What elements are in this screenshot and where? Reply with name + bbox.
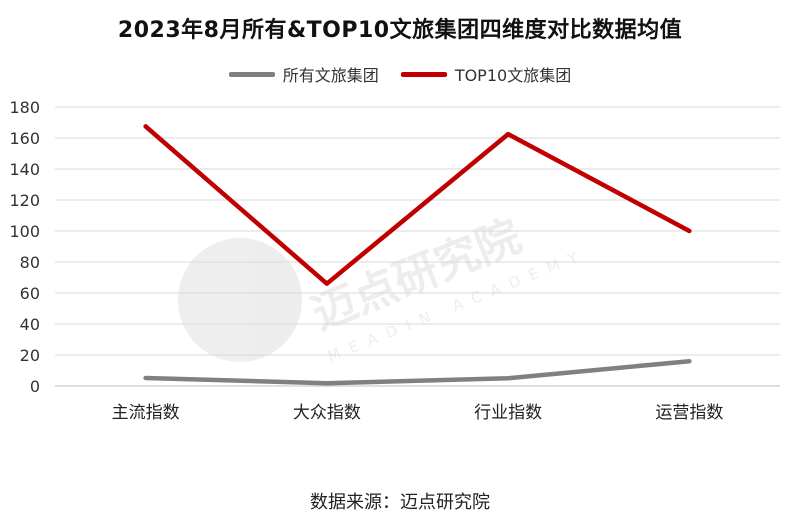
y-tick-label: 180: [9, 98, 40, 117]
y-tick-label: 40: [20, 315, 40, 334]
y-tick-label: 20: [20, 346, 40, 365]
y-tick-label: 80: [20, 253, 40, 272]
x-tick-label: 大众指数: [293, 403, 361, 423]
y-axis-ticks: 0 20 40 60 80 100 120 140 160 180: [9, 98, 40, 396]
y-tick-label: 140: [9, 160, 40, 179]
y-tick-label: 160: [9, 129, 40, 148]
y-tick-label: 0: [30, 377, 40, 396]
x-tick-label: 运营指数: [655, 403, 723, 423]
legend-label-top10: TOP10文旅集团: [454, 66, 572, 85]
legend-item-top10: TOP10文旅集团: [400, 62, 572, 86]
series-lines: [143, 124, 692, 386]
series-line-0: [143, 358, 692, 386]
gridlines: [55, 106, 780, 387]
y-tick-label: 120: [9, 191, 40, 210]
chart-legend: 所有文旅集团 TOP10文旅集团: [0, 62, 800, 86]
legend-swatch-all: [228, 71, 275, 77]
x-axis-ticks: 主流指数 大众指数 行业指数 运营指数: [112, 403, 724, 423]
source-note: 数据来源：迈点研究院: [310, 492, 490, 513]
series-line-1: [143, 124, 692, 286]
legend-label-all: 所有文旅集团: [282, 66, 379, 85]
x-tick-label: 主流指数: [112, 403, 180, 423]
y-tick-label: 60: [20, 284, 40, 303]
chart-title: 2023年8月所有&TOP10文旅集团四维度对比数据均值: [117, 18, 683, 43]
y-tick-label: 100: [9, 222, 40, 241]
x-tick-label: 行业指数: [474, 403, 542, 423]
legend-item-all: 所有文旅集团: [228, 62, 379, 86]
legend-swatch-top10: [400, 71, 447, 77]
